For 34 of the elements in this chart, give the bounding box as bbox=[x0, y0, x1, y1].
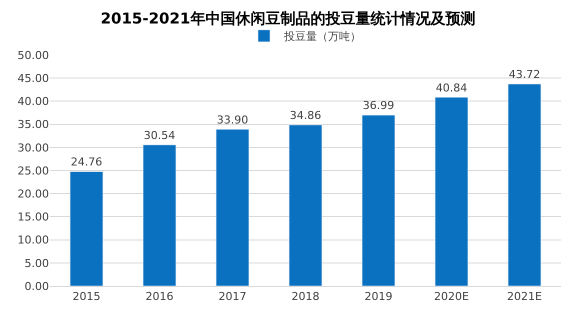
bar bbox=[508, 84, 542, 286]
x-tick-label: 2017 bbox=[218, 290, 246, 304]
y-tick-label: 10.00 bbox=[18, 234, 49, 247]
bar bbox=[434, 97, 468, 286]
data-label: 43.72 bbox=[508, 68, 540, 82]
y-tick-label: 45.00 bbox=[18, 72, 49, 85]
y-tick-label: 40.00 bbox=[18, 95, 49, 108]
y-tick-label: 50.00 bbox=[18, 48, 49, 62]
bar bbox=[216, 129, 250, 286]
legend-label: 投豆量（万吨） bbox=[283, 30, 361, 44]
x-tick-label: 2018 bbox=[292, 290, 320, 304]
data-label: 30.54 bbox=[144, 128, 176, 142]
chart-title: 2015-2021年中国休闲豆制品的投豆量统计情况及预测 bbox=[100, 10, 476, 28]
y-tick-label: 30.00 bbox=[18, 141, 49, 154]
bar bbox=[288, 124, 322, 286]
y-tick-label: 5.00 bbox=[24, 256, 49, 270]
bar bbox=[70, 171, 104, 286]
y-tick-label: 0.00 bbox=[24, 280, 49, 293]
y-tick-label: 25.00 bbox=[18, 164, 49, 178]
bar bbox=[362, 114, 396, 286]
data-label: 33.90 bbox=[216, 113, 248, 126]
data-label: 34.86 bbox=[290, 108, 322, 122]
data-label: 40.84 bbox=[436, 81, 468, 94]
data-label: 36.99 bbox=[362, 99, 394, 112]
y-tick-label: 20.00 bbox=[18, 187, 49, 200]
x-tick-label: 2020E bbox=[434, 290, 470, 304]
x-tick-label: 2015 bbox=[72, 290, 100, 304]
y-tick-label: 15.00 bbox=[18, 210, 49, 224]
bar bbox=[142, 144, 176, 286]
x-tick-label: 2021E bbox=[507, 290, 542, 304]
x-tick-label: 2016 bbox=[146, 290, 174, 304]
data-label: 24.76 bbox=[70, 156, 102, 169]
x-tick-label: 2019 bbox=[364, 290, 392, 304]
y-tick-label: 35.00 bbox=[18, 118, 49, 132]
